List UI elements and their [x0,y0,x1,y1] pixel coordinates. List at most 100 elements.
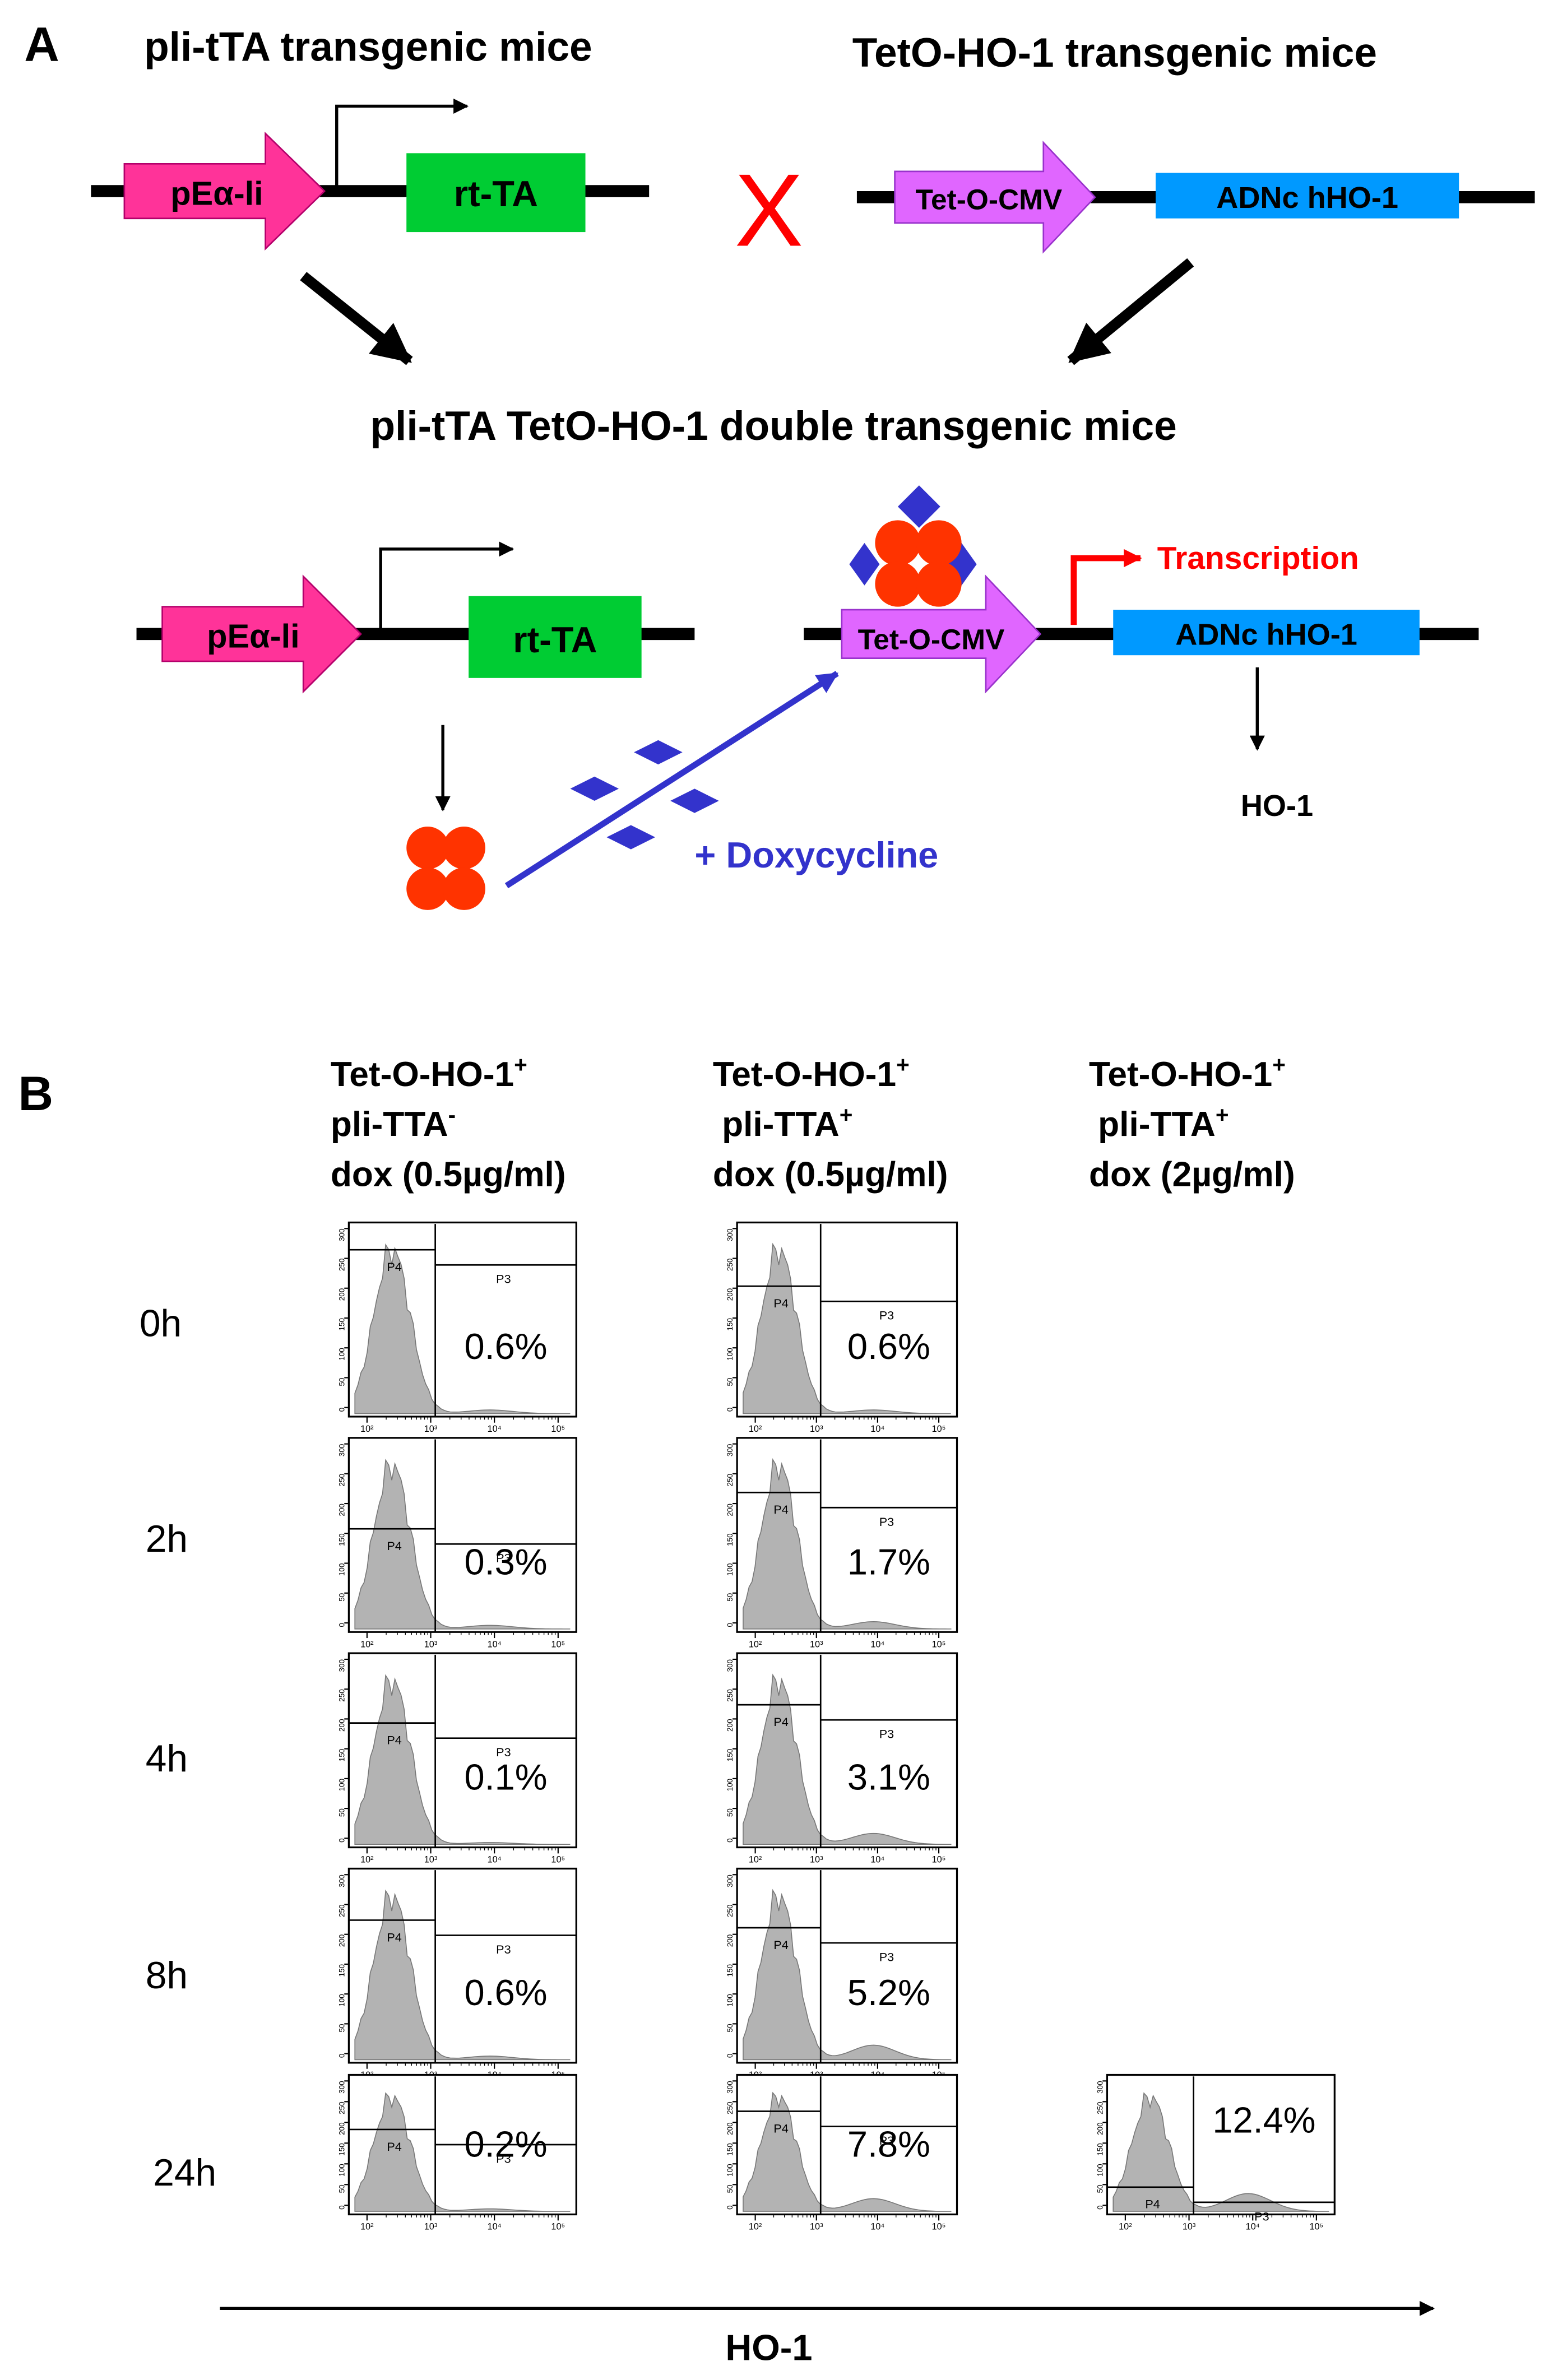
cross-symbol: X [735,152,804,267]
x-tick-label: 10⁵ [551,2222,565,2232]
gate-p3-label: P3 [879,1727,894,1741]
histogram-panel: 0 50 100 150 200 250 300 10² 10³ 10⁴ 10⁵ P4 P30.3% [337,1437,577,1649]
gate-p3-label: P3 [496,1551,511,1565]
y-tick-label: 300 [1096,2081,1104,2094]
y-tick-label: 300 [726,1228,734,1241]
percent-positive-label: 0.3% [464,1541,547,1582]
x-tick-label: 10⁴ [870,1424,884,1434]
time-24h: 24h [153,2152,216,2194]
gate-p4-label: P4 [773,1715,788,1729]
transcription-arrow [1070,549,1142,625]
x-tick-label: 10⁴ [488,1639,502,1649]
time-0h: 0h [140,1302,182,1344]
x-tick-label: 10² [360,1855,374,1865]
y-tick-label: 300 [337,1444,346,1457]
percent-positive-label: 1.7% [847,1541,930,1582]
ho1-product-label: HO-1 [1241,789,1313,823]
x-tick-label: 10³ [810,1639,823,1649]
y-tick-label: 50 [337,1808,346,1817]
histogram-panel: 0 50 100 150 200 250 300 10² 10³ 10⁴ 10⁵ P4 P3 0.6% [726,1221,958,1434]
x-tick-label: 10³ [1183,2222,1196,2232]
y-tick-label: 150 [337,1749,346,1762]
doxycycline-label: + Doxycycline [694,834,938,875]
x-tick-label: 10² [360,1424,374,1434]
col2-line3: dox (0.5µg/ml) [713,1155,948,1194]
histogram-curve [354,1459,571,1630]
y-tick-label: 250 [337,1474,346,1487]
histogram-panel: 0 50 100 150 200 250 300 10² 10³ 10⁴ 10⁵ P4 P3 3.1% [726,1652,958,1865]
histogram-panel: 0 50 100 150 200 250 300 10² 10³ 10⁴ 10⁵ P4 P3 0.6% [337,1221,577,1434]
x-tick-label: 10³ [424,1424,438,1434]
y-tick-label: 100 [726,1779,734,1792]
y-tick-label: 50 [337,1593,346,1602]
hho1-box [1156,173,1459,219]
y-tick-label: 200 [726,2122,734,2135]
percent-positive-label: 0.6% [464,1972,547,2013]
y-tick-label: 150 [726,1533,734,1546]
cross-arrow-right [1067,258,1194,365]
col1-line1: Tet-O-HO-1+ [331,1052,527,1094]
y-tick-label: 100 [337,1779,346,1792]
rt-ta-box [469,596,642,678]
promoter-label: pEα-li [170,174,263,212]
x-tick-label: 10² [749,1424,762,1434]
x-tick-label: 10⁵ [551,1639,565,1649]
transcription-label: Transcription [1157,541,1359,576]
percent-positive-label: 12.4% [1212,2099,1315,2140]
column-header-1: Tet-O-HO-1+ pli-TTA- dox (0.5µg/ml) [331,1052,566,1194]
panel-a-label: A [24,17,59,71]
operator-arrow [894,141,1096,254]
histogram-curve [354,1674,571,1845]
y-tick-label: 50 [337,2184,346,2193]
double-construct-right: Tet-O-CMV Transcription ADNc hHO-1 HO-1 [804,485,1479,823]
y-tick-label: 50 [337,1377,346,1386]
y-tick-label: 150 [337,1964,346,1977]
histogram-curve [354,1889,571,2061]
y-tick-label: 250 [726,1689,734,1702]
y-tick-label: 150 [337,1533,346,1546]
y-tick-label: 150 [726,1749,734,1762]
x-tick-label: 10⁵ [932,1639,946,1649]
hho1-label: ADNc hHO-1 [1216,181,1398,215]
y-tick-label: 250 [1096,2101,1104,2114]
y-tick-label: 0 [337,1408,346,1412]
y-tick-label: 300 [337,1659,346,1672]
gate-p3-label: P3 [879,2133,894,2147]
y-tick-label: 250 [726,1904,734,1917]
y-tick-label: 100 [337,1348,346,1361]
y-tick-label: 100 [337,1994,346,2007]
x-tick-label: 10⁵ [932,2222,946,2232]
y-tick-label: 0 [726,1623,734,1627]
activator-complex [849,485,977,607]
y-tick-label: 300 [726,1875,734,1887]
x-tick-label: 10² [749,2222,762,2232]
y-tick-label: 150 [726,1964,734,1977]
col3-line3: dox (2µg/ml) [1089,1155,1295,1194]
y-tick-label: 250 [726,1474,734,1487]
y-tick-label: 300 [726,1659,734,1672]
y-tick-label: 0 [726,2205,734,2210]
hho1-box [1113,610,1420,656]
y-tick-label: 0 [337,1838,346,1843]
y-tick-label: 300 [337,1228,346,1241]
percent-positive-label: 3.1% [847,1757,930,1798]
promoter-arrow [161,574,362,694]
x-tick-label: 10⁴ [1246,2222,1260,2232]
promoter-arrow [123,131,326,251]
gate-p3-label: P3 [879,1309,894,1323]
y-tick-label: 100 [337,2164,346,2177]
y-tick-label: 200 [337,1504,346,1516]
y-tick-label: 150 [337,1318,346,1331]
x-tick-label: 10⁴ [488,2222,502,2232]
y-tick-label: 250 [337,1259,346,1272]
gate-p4-label: P4 [773,1502,788,1516]
y-tick-label: 300 [337,1875,346,1887]
gate-p4-label: P4 [387,1260,401,1274]
gate-p4-label: P4 [773,1938,788,1952]
y-tick-label: 0 [726,1408,734,1412]
rt-ta-box [406,153,586,233]
offspring-title: pli-tTA TetO-HO-1 double transgenic mice [370,403,1176,449]
y-tick-label: 250 [726,1259,734,1272]
y-tick-label: 0 [337,2054,346,2058]
